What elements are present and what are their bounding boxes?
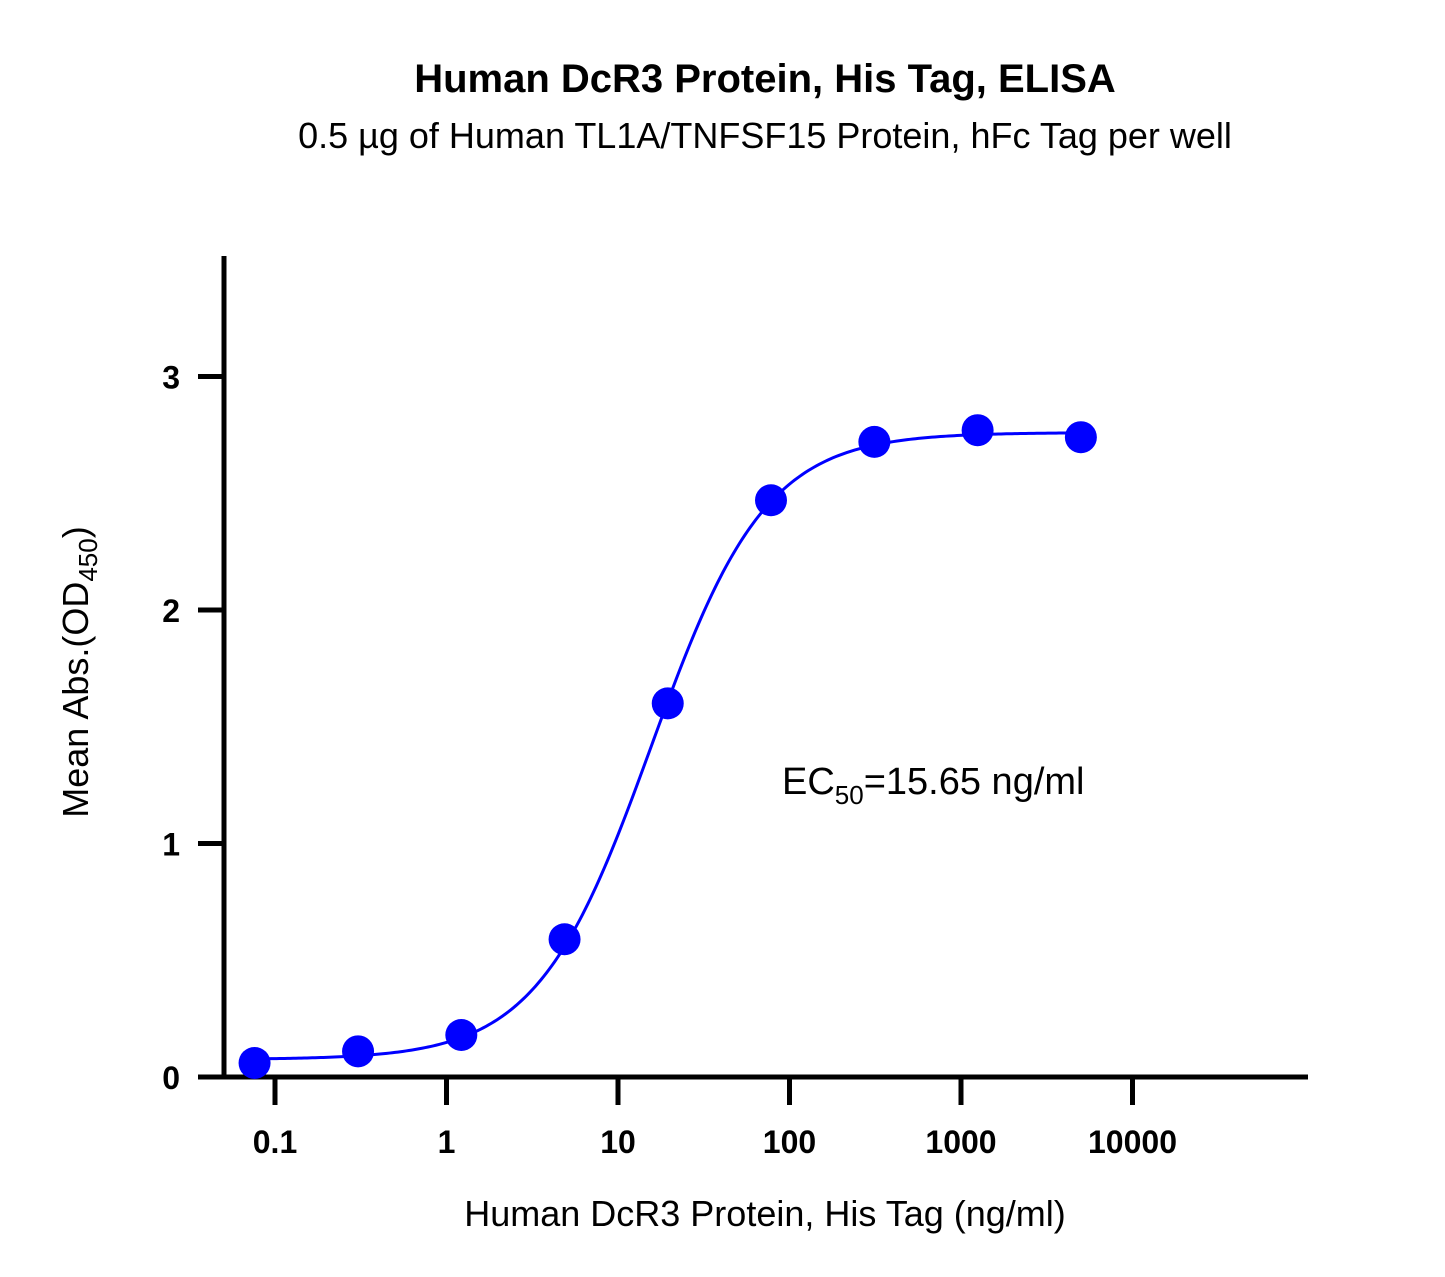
fit-curve (254, 431, 1081, 1061)
plot-area: 0 1 2 3 0.1 1 10 100 1000 10000 (162, 256, 1308, 1160)
y-tick-label: 1 (162, 827, 180, 863)
data-point (238, 1046, 271, 1079)
x-tick-label: 1 (438, 1124, 456, 1160)
y-tick-label: 2 (162, 593, 180, 629)
ec50-annotation-subscript: 50 (835, 780, 864, 810)
x-tick-label: 1000 (925, 1124, 996, 1160)
data-point (858, 425, 891, 458)
data-point (754, 484, 787, 517)
y-axis-label-subscript: 450 (73, 538, 103, 581)
chart-subtitle: 0.5 µg of Human TL1A/TNFSF15 Protein, hF… (298, 115, 1232, 156)
data-point (1064, 421, 1097, 454)
x-tick-label: 0.1 (253, 1124, 297, 1160)
ec50-annotation-main: EC (782, 761, 835, 803)
ec50-annotation: EC50=15.65 ng/ml (782, 761, 1084, 810)
x-tick-label: 10 (600, 1124, 636, 1160)
data-point (445, 1018, 478, 1051)
y-axis-label-main: Mean Abs.(OD (55, 582, 96, 818)
data-point (651, 687, 684, 720)
data-point (342, 1035, 375, 1068)
ec50-annotation-end: =15.65 ng/ml (864, 761, 1085, 803)
y-axis-label: Mean Abs.(OD450) (55, 526, 103, 817)
y-tick-label: 3 (162, 360, 180, 396)
y-axis-label-end: ) (55, 526, 96, 538)
x-axis-label: Human DcR3 Protein, His Tag (ng/ml) (464, 1193, 1066, 1234)
x-tick-label: 10000 (1088, 1124, 1177, 1160)
chart-title: Human DcR3 Protein, His Tag, ELISA (414, 57, 1116, 101)
x-tick-label: 100 (763, 1124, 816, 1160)
data-point (961, 414, 994, 447)
data-point (548, 923, 581, 956)
y-tick-label: 0 (162, 1060, 180, 1096)
